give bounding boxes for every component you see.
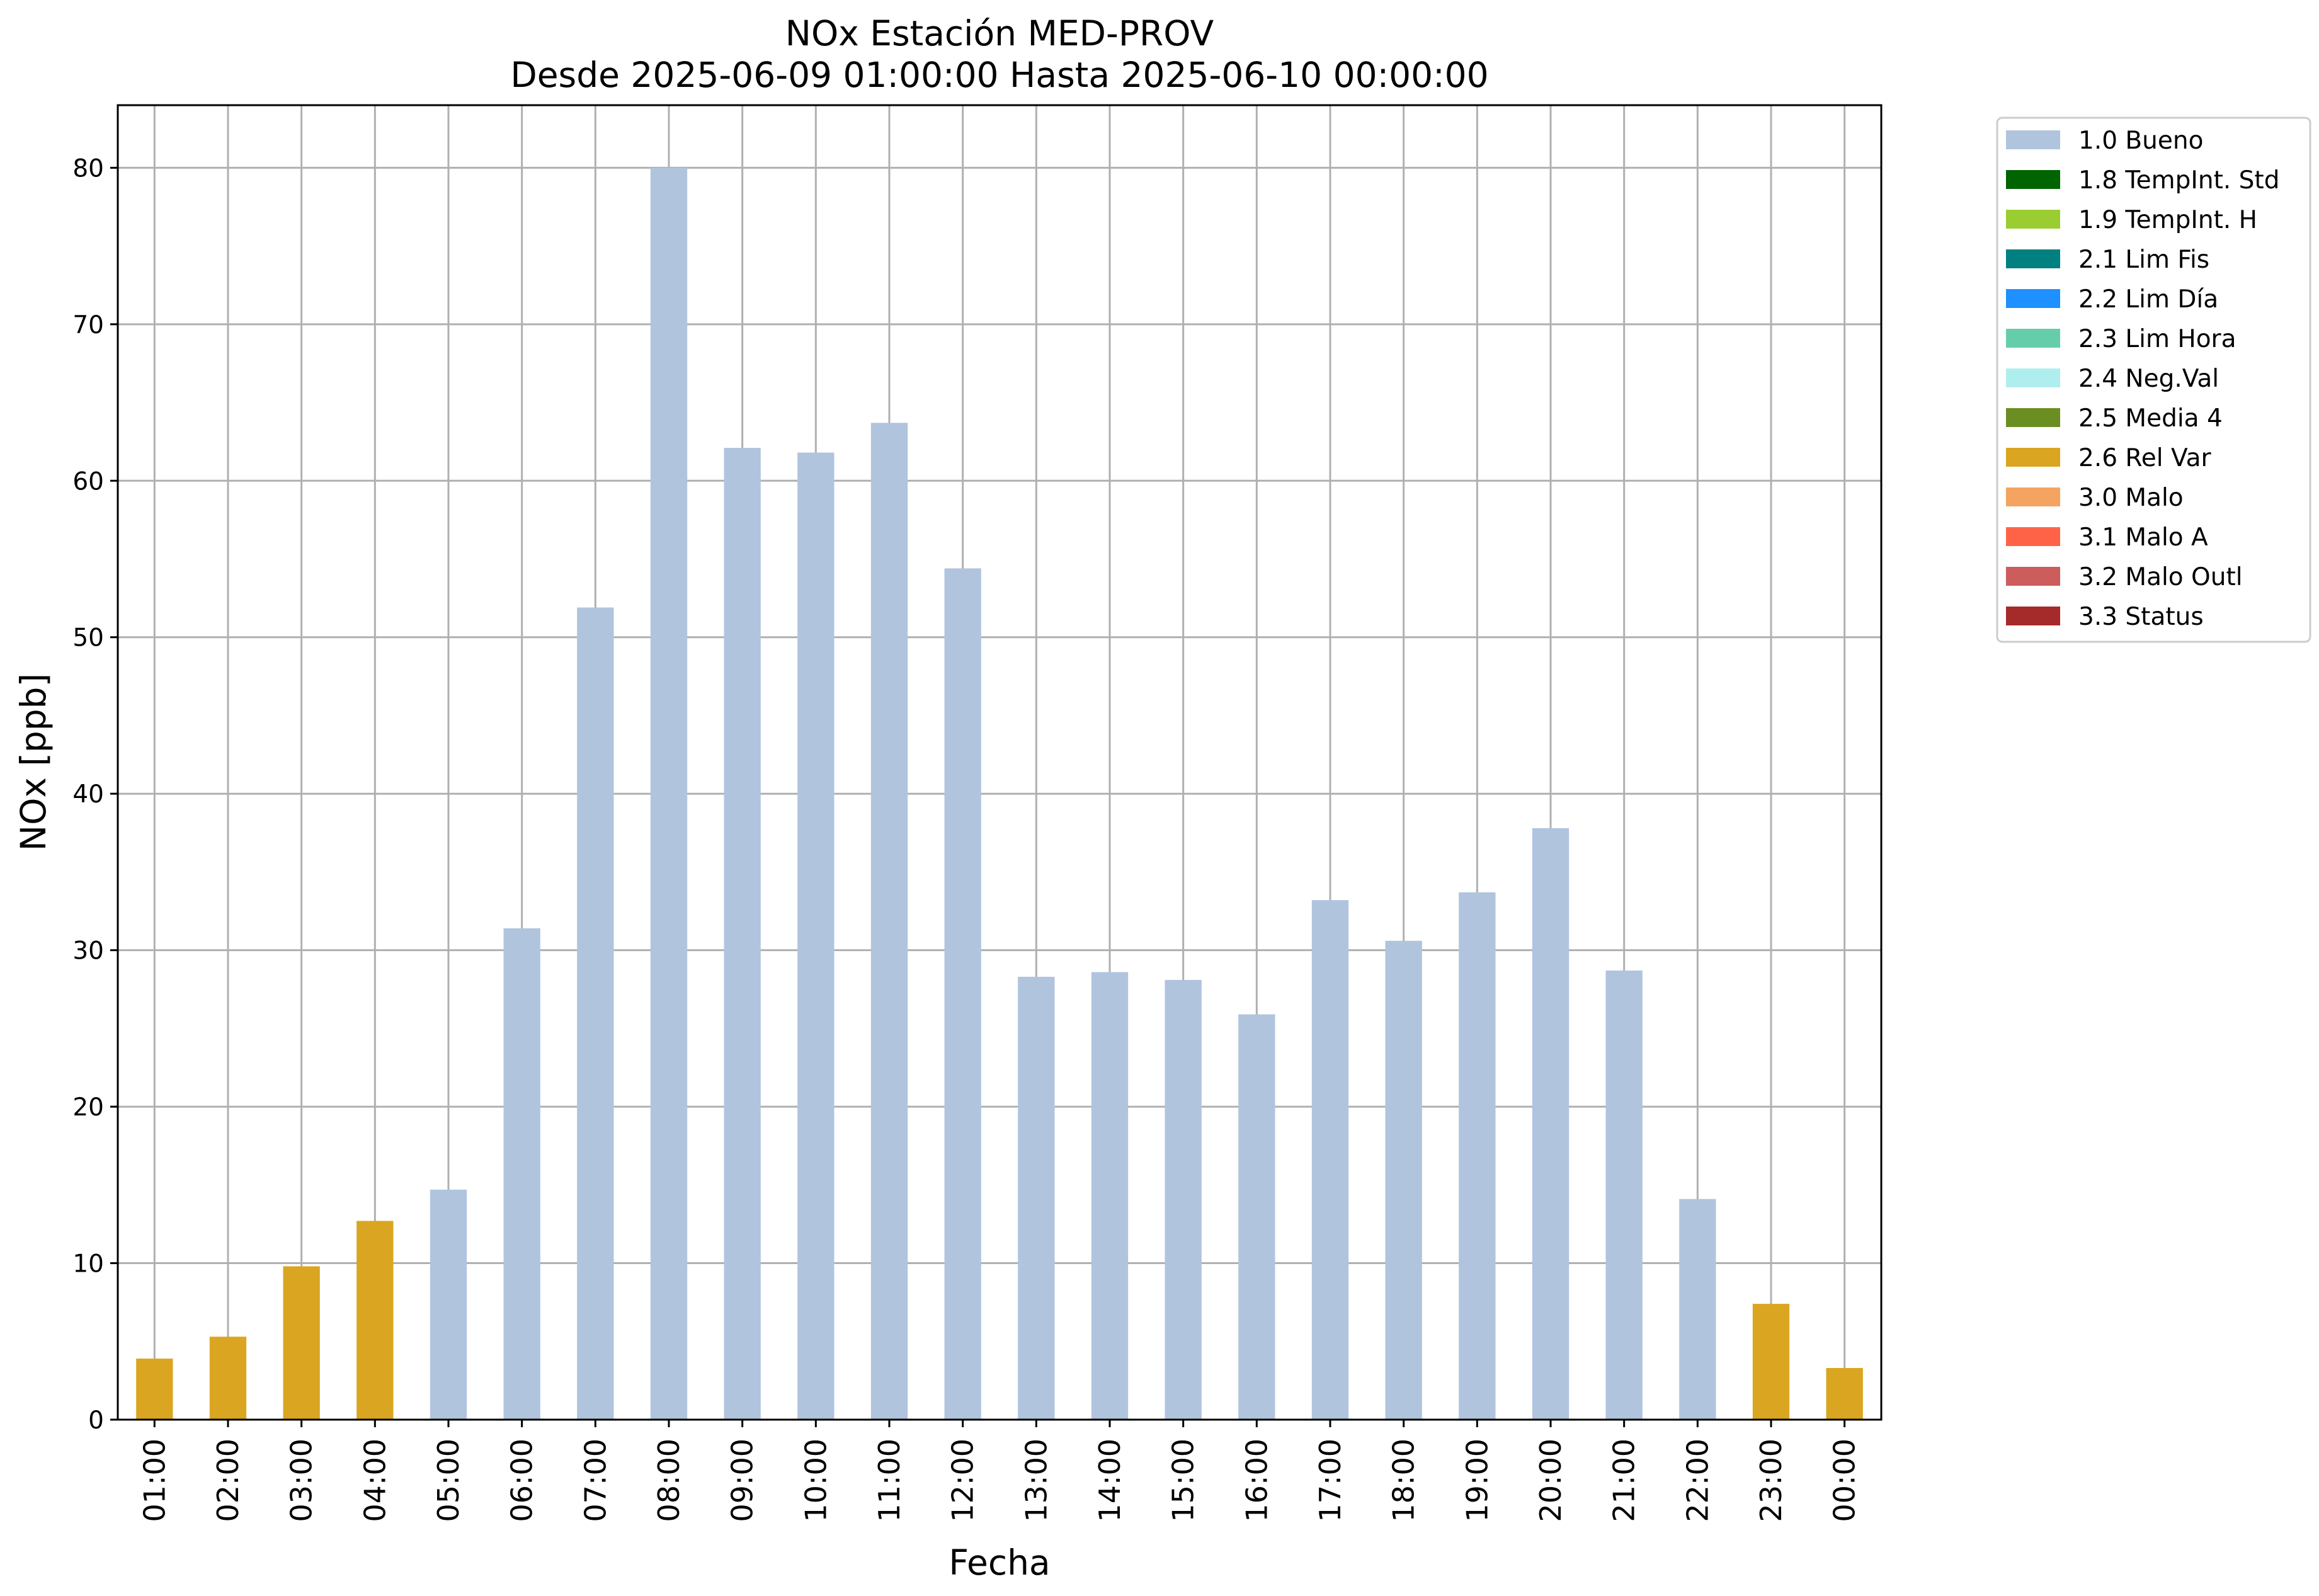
bar-0900 — [724, 448, 761, 1420]
x-axis-label: Fecha — [949, 1542, 1050, 1583]
x-tick-label: 23:00 — [1754, 1439, 1788, 1522]
x-tick-label: 20:00 — [1534, 1439, 1568, 1522]
legend: 1.0 Bueno 1.8 TempInt. Std 1.9 TempInt. H 2… — [1996, 117, 2311, 643]
bar-2200 — [1679, 1199, 1716, 1420]
legend-swatch — [2006, 130, 2060, 149]
bar-2300 — [1752, 1304, 1790, 1420]
legend-swatch — [2006, 487, 2060, 506]
bar-1900 — [1459, 892, 1496, 1420]
bar-0300 — [283, 1266, 320, 1420]
y-axis: 0 10 20 30 40 50 60 70 80 — [72, 154, 118, 1435]
legend-swatch — [2006, 170, 2060, 189]
legend-swatch — [2006, 329, 2060, 348]
bar-0100 — [136, 1359, 173, 1420]
legend-swatch — [2006, 567, 2060, 586]
bar-0400 — [356, 1221, 394, 1420]
chart-subtitle: Desde 2025-06-09 01:00:00 Hasta 2025-06-… — [510, 55, 1488, 95]
legend-label: 2.2 Lim Día — [2078, 285, 2218, 314]
y-tick-label: 60 — [72, 467, 104, 496]
bar-1000 — [797, 452, 835, 1420]
bar-1100 — [870, 423, 908, 1420]
legend-label: 1.0 Bueno — [2078, 127, 2203, 155]
legend-swatch — [2006, 368, 2060, 387]
x-axis: 01:00 02:00 03:00 04:00 05:00 06:00 07:00 08:00… — [137, 1420, 1862, 1522]
y-tick-label: 0 — [88, 1406, 104, 1435]
bar-0700 — [577, 607, 614, 1420]
legend-label: 3.3 Status — [2078, 603, 2204, 631]
x-tick-label: 10:00 — [799, 1439, 833, 1522]
legend-label: 1.9 TempInt. H — [2078, 206, 2257, 234]
bar-1600 — [1238, 1014, 1275, 1420]
x-tick-label: 17:00 — [1313, 1439, 1347, 1522]
legend-label: 3.2 Malo Outl — [2078, 563, 2243, 591]
x-tick-label: 22:00 — [1680, 1439, 1714, 1522]
legend-swatch — [2006, 448, 2060, 467]
x-tick-label: 03:00 — [285, 1439, 319, 1522]
y-tick-label: 10 — [72, 1250, 104, 1279]
x-tick-label: 14:00 — [1093, 1439, 1127, 1522]
x-tick-label: 02:00 — [211, 1439, 245, 1522]
x-tick-label: 04:00 — [358, 1439, 392, 1522]
bars — [136, 168, 1863, 1420]
bar-2000 — [1532, 828, 1570, 1420]
bar-1500 — [1165, 979, 1202, 1420]
x-tick-label: 15:00 — [1166, 1439, 1200, 1522]
x-tick-label: 00:00 — [1828, 1439, 1862, 1522]
y-tick-label: 40 — [72, 780, 104, 809]
y-tick-label: 30 — [72, 937, 104, 966]
x-tick-label: 06:00 — [505, 1439, 539, 1522]
legend-swatch — [2006, 607, 2060, 625]
bar-0200 — [209, 1337, 247, 1420]
bar-0000 — [1826, 1368, 1863, 1420]
legend-label: 1.8 TempInt. Std — [2078, 166, 2279, 195]
legend-swatch — [2006, 527, 2060, 546]
x-tick-label: 11:00 — [872, 1439, 906, 1522]
y-tick-label: 50 — [72, 624, 104, 653]
x-tick-label: 07:00 — [578, 1439, 612, 1522]
legend-label: 3.0 Malo — [2078, 484, 2184, 512]
x-tick-label: 09:00 — [726, 1439, 760, 1522]
y-tick-label: 20 — [72, 1093, 104, 1122]
bar-1800 — [1385, 940, 1422, 1420]
bar-2100 — [1605, 970, 1643, 1420]
legend-label: 2.5 Media 4 — [2078, 404, 2223, 433]
legend-swatch — [2006, 408, 2060, 427]
x-tick-label: 05:00 — [431, 1439, 465, 1522]
x-tick-label: 18:00 — [1387, 1439, 1421, 1522]
legend-label: 2.4 Neg.Val — [2078, 365, 2219, 393]
legend-swatch — [2006, 289, 2060, 308]
bar-0500 — [430, 1189, 467, 1420]
bar-0600 — [503, 928, 540, 1420]
bar-0800 — [650, 168, 688, 1420]
legend-label: 2.6 Rel Var — [2078, 444, 2212, 472]
x-tick-label: 12:00 — [946, 1439, 980, 1522]
chart-title: NOx Estación MED-PROV — [785, 13, 1214, 54]
bar-1400 — [1091, 972, 1129, 1420]
y-axis-label: NOx [ppb] — [13, 673, 54, 851]
legend-label: 2.1 Lim Fis — [2078, 246, 2209, 274]
x-tick-label: 08:00 — [652, 1439, 686, 1522]
y-tick-label: 70 — [72, 311, 104, 339]
y-tick-label: 80 — [72, 154, 104, 183]
bar-1700 — [1311, 900, 1349, 1420]
legend-swatch — [2006, 210, 2060, 229]
x-tick-label: 19:00 — [1460, 1439, 1494, 1522]
x-tick-label: 16:00 — [1239, 1439, 1273, 1522]
legend-box — [1996, 117, 2311, 643]
x-tick-label: 21:00 — [1607, 1439, 1641, 1522]
legend-label: 3.1 Malo A — [2078, 523, 2208, 552]
plot-frame — [117, 104, 1883, 1421]
bar-1300 — [1018, 976, 1055, 1420]
legend-swatch — [2006, 249, 2060, 268]
legend-label: 2.3 Lim Hora — [2078, 325, 2236, 353]
bar-1200 — [944, 568, 981, 1420]
x-tick-label: 01:00 — [137, 1439, 171, 1522]
x-tick-label: 13:00 — [1019, 1439, 1053, 1522]
